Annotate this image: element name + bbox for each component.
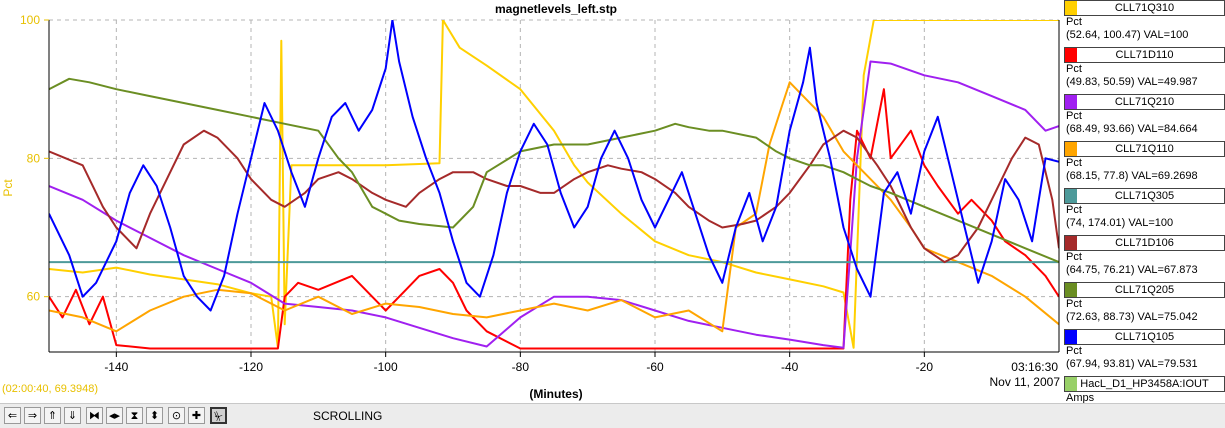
toolbar: SCROLLING ⇐ ⇒ ⇑ ⇓ ⧓ ◂▸ ⧗ ⬍ ⊙ ✚ ⏧	[0, 403, 1225, 428]
zoom-in-y-button[interactable]: ⧗	[126, 407, 143, 424]
legend-swatch	[1065, 189, 1077, 203]
legend-entry[interactable]: CLL71Q110 Pct (68.15, 77.8) VAL=69.2698	[1064, 141, 1225, 188]
legend-name: CLL71Q205	[1114, 284, 1175, 296]
legend-units: Pct	[1066, 204, 1082, 216]
scroll-right-button[interactable]: ⇒	[24, 407, 41, 424]
x-tick-label: -100	[374, 360, 398, 374]
legend-readout: (64.75, 76.21) VAL=67.873	[1066, 264, 1198, 276]
legend-entry[interactable]: CLL71Q310 Pct (52.64, 100.47) VAL=100	[1064, 0, 1225, 47]
x-tick-label: -140	[104, 360, 128, 374]
y-tick-label: 60	[27, 290, 41, 304]
zoom-out-y-button[interactable]: ⬍	[146, 407, 163, 424]
series-line-CLL71Q105	[49, 20, 1059, 312]
y-tick-label: 80	[27, 151, 41, 165]
legend-name: CLL71D106	[1115, 237, 1174, 249]
legend-units: Pct	[1066, 63, 1082, 75]
legend-units: Pct	[1066, 110, 1082, 122]
legend-readout: (49.83, 50.59) VAL=49.987	[1066, 76, 1198, 88]
x-tick-label: -60	[646, 360, 664, 374]
scrolling-mode-label: SCROLLING	[313, 409, 383, 423]
legend-name-box[interactable]: CLL71Q210	[1064, 94, 1225, 110]
cursor-readout: (02:00:40, 69.3948)	[2, 383, 99, 395]
series-line-CLL71D110	[49, 88, 1059, 350]
series-line-CLL71Q110	[49, 81, 1059, 333]
legend-swatch	[1065, 1, 1077, 15]
legend-readout: (52.64, 100.47) VAL=100	[1066, 29, 1189, 41]
scroll-down-button[interactable]: ⇓	[64, 407, 81, 424]
legend-units: Pct	[1066, 16, 1082, 28]
legend: CLL71Q310 Pct (52.64, 100.47) VAL=100 CLL71…	[1064, 0, 1225, 423]
chart-title: magnetlevels_left.stp	[495, 2, 617, 16]
legend-name-box[interactable]: CLL71Q105	[1064, 329, 1225, 345]
time-label: 03:16:30	[1011, 360, 1058, 374]
legend-name: CLL71Q110	[1115, 143, 1174, 155]
legend-entry[interactable]: CLL71D110 Pct (49.83, 50.59) VAL=49.987	[1064, 47, 1225, 94]
legend-name-box[interactable]: CLL71Q310	[1064, 0, 1225, 16]
legend-readout: (74, 174.01) VAL=100	[1066, 217, 1174, 229]
legend-entry[interactable]: CLL71Q305 Pct (74, 174.01) VAL=100	[1064, 188, 1225, 235]
legend-name: CLL71Q310	[1114, 2, 1175, 14]
date-label: Nov 11, 2007	[990, 375, 1061, 389]
x-tick-label: -40	[781, 360, 799, 374]
legend-name-box[interactable]: CLL71Q205	[1064, 282, 1225, 298]
legend-name-box[interactable]: HacL_D1_HP3458A:IOUT	[1064, 376, 1225, 392]
y-axis-label: Pct	[1, 179, 15, 197]
series-line-CLL71Q205	[49, 77, 1059, 264]
legend-units: Pct	[1066, 345, 1082, 357]
legend-swatch	[1065, 283, 1077, 297]
legend-name-box[interactable]: CLL71Q110	[1064, 141, 1225, 157]
scroll-up-button[interactable]: ⇑	[44, 407, 61, 424]
legend-units: Amps	[1066, 392, 1095, 404]
legend-swatch	[1065, 142, 1077, 156]
zoom-out-x-button[interactable]: ◂▸	[106, 407, 123, 424]
record-button[interactable]: ⊙	[168, 407, 185, 424]
legend-swatch	[1065, 95, 1077, 109]
legend-swatch	[1065, 377, 1077, 391]
legend-readout: (68.15, 77.8) VAL=69.2698	[1066, 170, 1198, 182]
legend-readout: (68.49, 93.66) VAL=84.664	[1066, 123, 1198, 135]
legend-name-box[interactable]: CLL71D110	[1064, 47, 1225, 63]
legend-entry[interactable]: CLL71Q205 Pct (72.63, 88.73) VAL=75.042	[1064, 282, 1225, 329]
legend-units: Pct	[1066, 298, 1082, 310]
legend-name-box[interactable]: CLL71Q305	[1064, 188, 1225, 204]
legend-name: CLL71Q305	[1114, 190, 1175, 202]
legend-swatch	[1065, 236, 1077, 250]
x-tick-label: -80	[512, 360, 530, 374]
legend-readout: (72.63, 88.73) VAL=75.042	[1066, 311, 1198, 323]
x-axis-label: (Minutes)	[529, 387, 582, 401]
legend-name: HacL_D1_HP3458A:IOUT	[1080, 378, 1209, 390]
legend-swatch	[1065, 48, 1077, 62]
legend-name: CLL71Q210	[1114, 96, 1175, 108]
add-trace-button[interactable]: ✚	[188, 407, 205, 424]
zoom-in-x-button[interactable]: ⧓	[86, 407, 103, 424]
legend-entry[interactable]: CLL71Q105 Pct (67.94, 93.81) VAL=79.531	[1064, 329, 1225, 376]
x-tick-label: -120	[239, 360, 263, 374]
legend-name-box[interactable]: CLL71D106	[1064, 235, 1225, 251]
series-line-CLL71D106	[49, 129, 1059, 264]
legend-swatch	[1065, 330, 1077, 344]
legend-name: CLL71Q105	[1114, 331, 1175, 343]
legend-entry[interactable]: CLL71Q210 Pct (68.49, 93.66) VAL=84.664	[1064, 94, 1225, 141]
legend-entry[interactable]: CLL71D106 Pct (64.75, 76.21) VAL=67.873	[1064, 235, 1225, 282]
scrolling-toggle-button[interactable]: ⏧	[210, 407, 227, 424]
legend-units: Pct	[1066, 251, 1082, 263]
scroll-left-button[interactable]: ⇐	[4, 407, 21, 424]
legend-readout: (67.94, 93.81) VAL=79.531	[1066, 358, 1198, 370]
y-tick-label: 100	[20, 13, 40, 27]
series-line-CLL71Q210	[49, 60, 1059, 349]
x-tick-label: -20	[916, 360, 934, 374]
legend-name: CLL71D110	[1115, 49, 1174, 61]
legend-units: Pct	[1066, 157, 1082, 169]
